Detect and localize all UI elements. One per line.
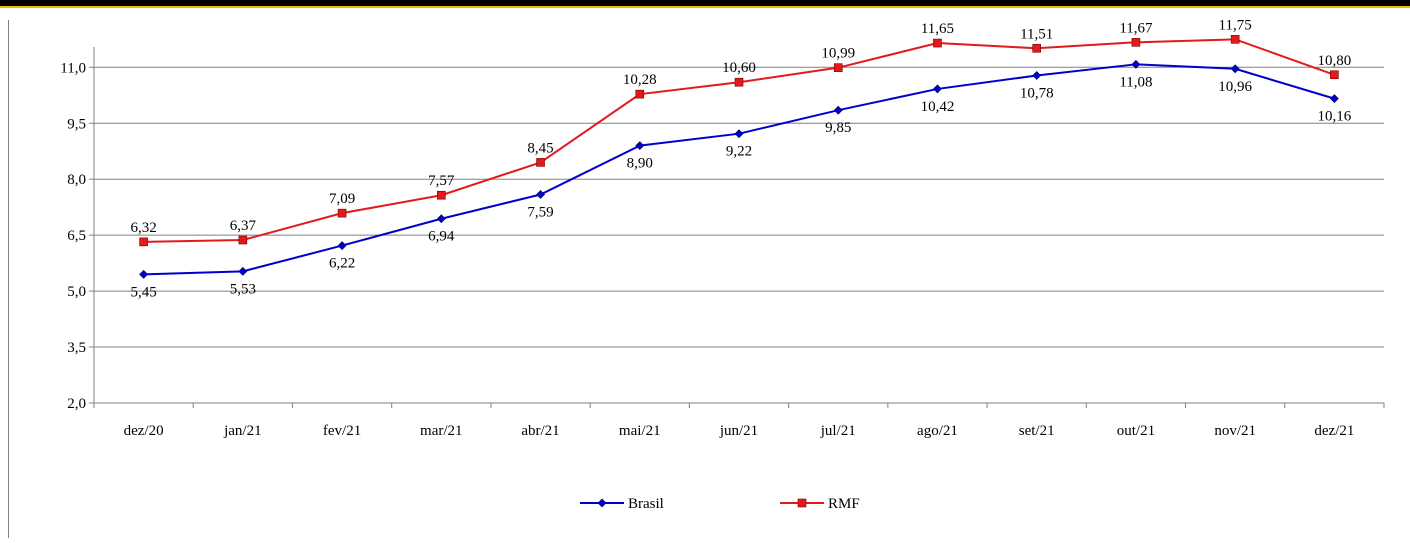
data-point-rmf: [139, 237, 148, 247]
data-point-brasil: [1032, 71, 1042, 80]
y-tick-label: 8,0: [67, 172, 86, 188]
y-tick-label: 3,5: [67, 340, 86, 356]
data-label-rmf: 11,75: [1219, 17, 1252, 33]
legend-label-rmf: RMF: [828, 496, 860, 512]
legend-marker-brasil: [597, 498, 607, 508]
data-point-brasil: [139, 269, 149, 279]
data-label-rmf: 10,60: [722, 60, 756, 76]
y-tick-label: 6,5: [67, 228, 86, 244]
data-label-brasil: 8,90: [627, 156, 653, 172]
data-label-brasil: 11,08: [1119, 74, 1152, 90]
data-point-brasil: [635, 141, 645, 151]
data-label-rmf: 11,51: [1020, 26, 1053, 42]
data-label-brasil: 10,96: [1218, 79, 1252, 95]
data-label-brasil: 6,94: [428, 229, 455, 245]
data-label-rmf: 7,57: [428, 173, 455, 189]
data-label-rmf: 10,99: [821, 46, 855, 62]
data-point-brasil: [1131, 59, 1141, 69]
y-tick-label: 11,0: [60, 60, 86, 76]
data-point-brasil: [1230, 64, 1240, 74]
legend: Brasil RMF: [580, 496, 860, 512]
y-tick-label: 2,0: [67, 396, 86, 412]
data-label-brasil: 5,45: [130, 284, 156, 300]
x-tick-label: nov/21: [1214, 423, 1256, 439]
x-tick-label: fev/21: [323, 423, 361, 439]
data-point-rmf: [1131, 38, 1141, 47]
top-border-accent: [0, 6, 1410, 8]
series-line-brasil: [143, 63, 1335, 276]
data-label-rmf: 6,32: [130, 220, 156, 236]
data-point-rmf: [635, 89, 645, 99]
data-label-rmf: 11,65: [921, 21, 954, 37]
data-point-rmf: [337, 208, 347, 218]
y-tick-label: 9,5: [67, 116, 86, 132]
data-label-rmf: 7,09: [329, 191, 355, 207]
data-point-brasil: [1329, 94, 1339, 104]
data-label-brasil: 9,85: [825, 120, 851, 136]
data-point-rmf: [536, 158, 545, 167]
x-tick-label: abr/21: [521, 423, 559, 439]
data-point-brasil: [337, 241, 347, 251]
data-label-brasil: 6,22: [329, 256, 355, 272]
x-tick-label: jun/21: [719, 423, 758, 439]
y-tick-label: 5,0: [67, 284, 86, 300]
data-label-rmf: 10,28: [623, 72, 657, 88]
data-point-rmf: [238, 235, 248, 245]
data-point-rmf: [734, 77, 744, 87]
legend-marker-rmf: [797, 498, 807, 508]
axes: 2,0 3,5 5,0 6,5 8,0 9,5 11,0 dez/20 jan/21 fev/21…: [60, 47, 1385, 439]
data-point-brasil: [536, 190, 545, 199]
x-tick-label: out/21: [1117, 423, 1155, 439]
data-label-rmf: 11,67: [1119, 20, 1153, 36]
data-point-brasil: [833, 105, 843, 115]
top-border: [0, 0, 1410, 6]
x-tick-label: dez/21: [1314, 423, 1354, 439]
data-point-rmf: [933, 38, 942, 48]
x-tick-label: ago/21: [917, 423, 958, 439]
data-label-rmf: 10,80: [1318, 53, 1352, 69]
data-labels: 5,45 5,53 6,22 6,94 7,59 8,90 9,22 9,85 10,42 10,…: [130, 17, 1351, 300]
data-point-brasil: [436, 214, 446, 224]
data-point-rmf: [437, 190, 446, 200]
data-point-rmf: [1330, 70, 1339, 80]
data-point-brasil: [238, 266, 248, 276]
x-tick-label: dez/20: [124, 423, 164, 439]
x-tick-label: mai/21: [619, 423, 661, 439]
x-tick-label: jul/21: [820, 423, 856, 439]
x-tick-label: mar/21: [420, 423, 463, 439]
data-point-brasil: [933, 84, 942, 94]
data-label-brasil: 9,22: [726, 144, 752, 160]
series-lines: [139, 35, 1339, 279]
data-label-brasil: 10,42: [921, 99, 955, 115]
data-label-brasil: 10,78: [1020, 86, 1054, 102]
grid-lines: [94, 66, 1384, 348]
data-label-brasil: 5,53: [230, 281, 256, 297]
x-tick-label: jan/21: [223, 423, 262, 439]
data-label-rmf: 8,45: [527, 140, 553, 156]
x-tick-label: set/21: [1019, 423, 1055, 439]
legend-label-brasil: Brasil: [628, 496, 664, 512]
data-point-rmf: [833, 63, 843, 72]
data-label-rmf: 6,37: [230, 218, 257, 234]
data-point-brasil: [734, 129, 744, 139]
data-point-rmf: [1230, 35, 1240, 44]
data-point-rmf: [1032, 43, 1041, 53]
data-label-brasil: 7,59: [527, 204, 553, 220]
data-label-brasil: 10,16: [1318, 109, 1352, 125]
